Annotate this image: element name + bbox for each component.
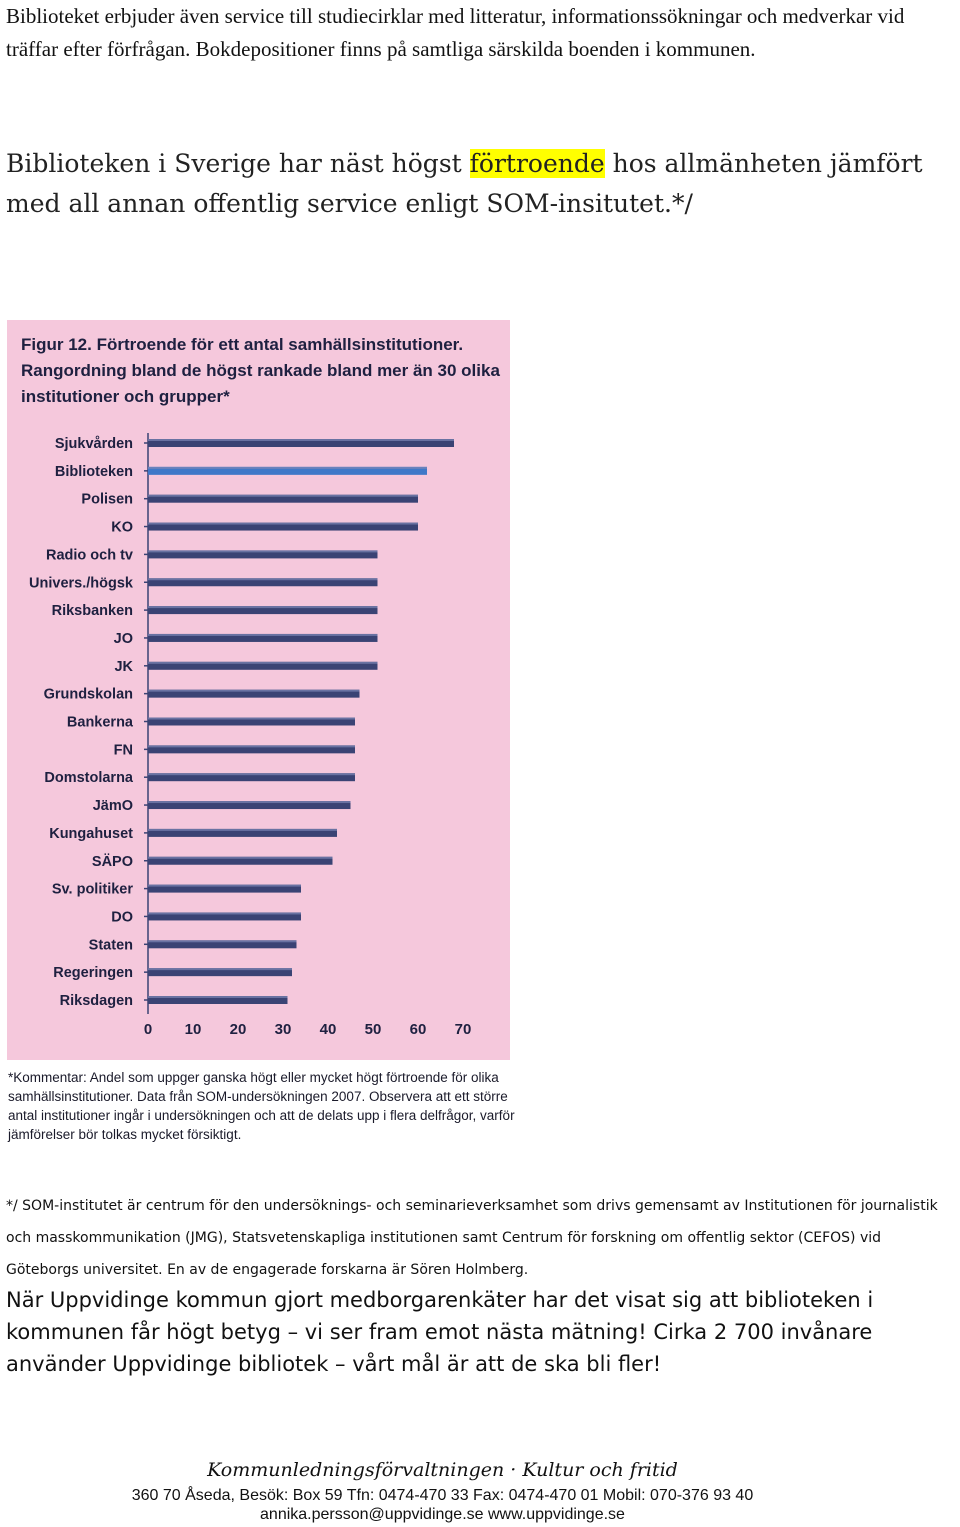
bar-shine — [148, 940, 297, 943]
category-label: Univers./högsk — [29, 575, 134, 591]
bar-sjukvården — [148, 439, 454, 447]
x-tick-label: 70 — [455, 1021, 472, 1038]
headline-start: Biblioteken i Sverige har näst högst — [6, 149, 470, 178]
bar-radio-och-tv — [148, 550, 378, 559]
category-label: KO — [111, 520, 133, 536]
x-tick-label: 10 — [185, 1021, 202, 1038]
bar-kungahuset — [148, 828, 337, 837]
category-label: SÄPO — [92, 853, 133, 870]
bar-riksdagen — [148, 996, 288, 1004]
headline: Biblioteken i Sverige har näst högst för… — [6, 144, 956, 224]
bar-shine — [148, 606, 378, 609]
bar-jk — [148, 661, 378, 670]
bar-jämo — [148, 801, 351, 810]
bar-bankerna — [148, 717, 355, 726]
bar-shine — [148, 661, 378, 664]
highlighted-word: förtroende — [469, 149, 605, 178]
bar-shine — [148, 968, 292, 971]
category-label: Staten — [89, 937, 133, 953]
footer-department: Kommunledningsförvaltningen · Kultur och… — [207, 1459, 678, 1481]
bar-staten — [148, 940, 297, 949]
x-tick-label: 20 — [230, 1021, 247, 1038]
bar-shine — [148, 856, 333, 859]
bar-shine — [148, 996, 288, 998]
bar-shine — [148, 773, 355, 776]
bar-shine — [148, 745, 355, 748]
bar-shine — [148, 550, 378, 553]
bar-shine — [148, 439, 454, 441]
bar-säpo — [148, 856, 333, 865]
bar-shine — [148, 717, 355, 720]
bar-shine — [148, 494, 418, 497]
bar-domstolarna — [148, 773, 355, 782]
category-label: Sjukvården — [55, 436, 133, 452]
category-label: Kungahuset — [49, 826, 133, 842]
bar-riksbanken — [148, 606, 378, 615]
category-label: Bankerna — [67, 715, 134, 731]
bar-shine — [148, 801, 351, 804]
category-label: Riksbanken — [52, 603, 133, 619]
figure-title: Figur 12. Förtroende för ett antal samhä… — [21, 335, 500, 406]
trust-figure: Figur 12. Förtroende för ett antal samhä… — [7, 320, 510, 1060]
category-label: Sv. politiker — [52, 882, 133, 898]
bar-chart: Sjukvården Biblioteken Polisen KO Radio och … — [29, 433, 472, 1038]
bar-grundskolan — [148, 689, 360, 698]
intro-paragraph: Biblioteket erbjuder även service till s… — [6, 4, 905, 61]
headline-end: hos allmänheten jämfört med all annan of… — [6, 149, 923, 218]
category-label: JO — [114, 631, 133, 647]
som-institute-note: */ SOM-institutet är centrum för den und… — [6, 1198, 938, 1278]
bar-jo — [148, 633, 378, 642]
bar-do — [148, 912, 301, 921]
bar-shine — [148, 912, 301, 915]
x-tick-label: 50 — [365, 1021, 382, 1038]
bar-regeringen — [148, 968, 292, 977]
category-label: JämO — [93, 798, 133, 814]
bar-ko — [148, 522, 418, 531]
category-label: Polisen — [81, 492, 133, 508]
bar-sv-politiker — [148, 884, 301, 893]
x-tick-label: 0 — [144, 1021, 152, 1038]
category-label: FN — [114, 742, 133, 758]
category-label: Grundskolan — [44, 687, 133, 703]
category-label: Biblioteken — [55, 464, 133, 480]
category-label: Riksdagen — [60, 993, 133, 1009]
footer-address: 360 70 Åseda, Besök: Box 59 Tfn: 0474-47… — [131, 1487, 754, 1504]
bar-shine — [148, 466, 427, 469]
category-label: JK — [114, 659, 133, 675]
x-tick-label: 40 — [320, 1021, 337, 1038]
bar-shine — [148, 689, 360, 692]
figure-footnote: *Kommentar: Andel som uppger ganska högt… — [8, 1070, 515, 1142]
bar-shine — [148, 578, 378, 581]
category-label: Radio och tv — [46, 547, 133, 563]
bar-shine — [148, 522, 418, 525]
x-tick-label: 30 — [275, 1021, 292, 1038]
bar-univers-högsk — [148, 578, 378, 587]
bar-polisen — [148, 494, 418, 503]
bar-shine — [148, 828, 337, 831]
survey-paragraph: När Uppvidinge kommun gjort medborgarenk… — [6, 1288, 874, 1376]
category-label: Regeringen — [53, 965, 133, 981]
x-tick-label: 60 — [410, 1021, 427, 1038]
bar-fn — [148, 745, 355, 754]
footer-contact: annika.persson@uppvidinge.se www.uppvidi… — [260, 1506, 625, 1523]
bar-shine — [148, 884, 301, 887]
bar-biblioteken — [148, 466, 427, 475]
category-label: DO — [111, 909, 133, 925]
bar-shine — [148, 633, 378, 636]
category-label: Domstolarna — [44, 770, 134, 786]
